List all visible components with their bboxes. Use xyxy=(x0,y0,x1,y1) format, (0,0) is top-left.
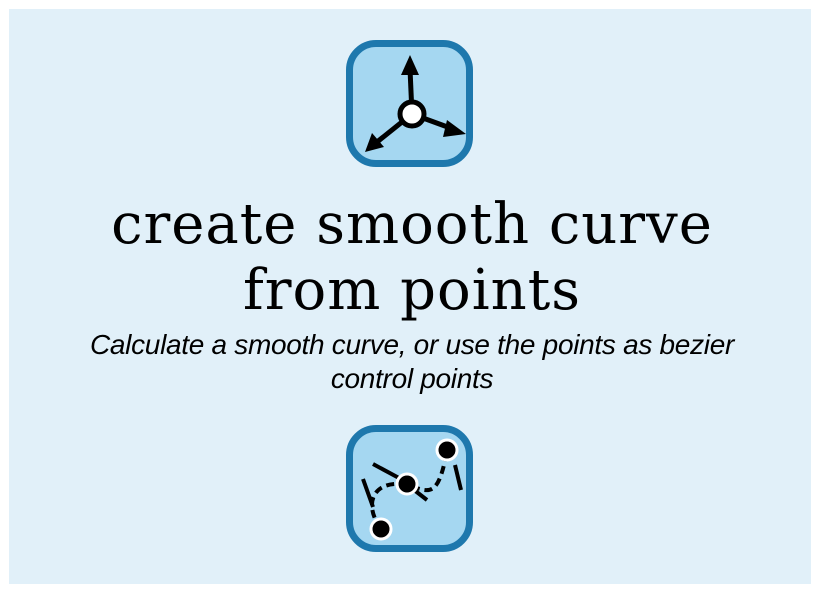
axis-arrows-graphic xyxy=(365,55,466,152)
title-line-1: create smooth curve xyxy=(111,192,713,257)
subtitle-line-1: Calculate a smooth curve, or use the poi… xyxy=(89,329,734,360)
title-line-2: from points xyxy=(243,258,581,323)
page-title: create smooth curve from points xyxy=(0,192,824,324)
page-subtitle: Calculate a smooth curve, or use the poi… xyxy=(20,328,804,396)
bezier-curve-icon xyxy=(346,425,473,552)
axis-arrows-icon xyxy=(346,40,473,167)
bezier-curve-graphic xyxy=(361,438,463,541)
subtitle-line-2: control points xyxy=(330,363,494,394)
